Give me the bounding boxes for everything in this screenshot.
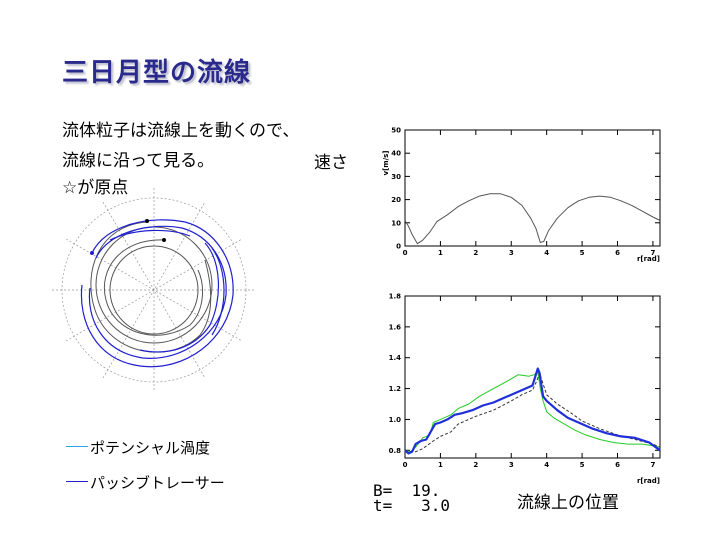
chart-0-ylabel: v[m/s] (382, 151, 390, 176)
chart-0-series-0-line (404, 193, 661, 245)
chart-1-xtick-label: 7 (650, 461, 655, 469)
chart-0-xlabel: r[rad] (637, 255, 660, 263)
parameter-readout: B= 19. t= 3.0 (373, 481, 451, 515)
speed-label: 速さ (314, 153, 348, 173)
chart-1-series-0-line (404, 371, 661, 453)
chart-1-ytick-label: 1.8 (389, 293, 402, 301)
chart-1-xtick-label: 0 (403, 461, 408, 469)
chart-1-series-2-line (404, 367, 661, 455)
intro-line-2: 流線に沿って見る。 (62, 151, 215, 171)
param-t: t= 3.0 (373, 496, 451, 515)
chart-0-ytick-label: 30 (391, 173, 401, 181)
chart-1-frame (404, 295, 661, 459)
chart-0-ytick-label: 10 (391, 219, 401, 227)
chart-1-xtick-label: 6 (615, 461, 620, 469)
chart-0-xtick-label: 6 (615, 249, 620, 257)
legend-tracer-swatch (66, 481, 88, 482)
chart-0-ytick-label: 0 (396, 243, 401, 251)
chart-1-ytick-label: 0.8 (389, 447, 402, 455)
chart-1-xtick-label: 3 (509, 461, 514, 469)
chart-1-ytick-label: 1.6 (389, 323, 402, 331)
chart-0-ytick-label: 20 (391, 196, 401, 204)
chart-1-xtick-label: 5 (580, 461, 585, 469)
chart-0-xtick-label: 0 (403, 249, 408, 257)
bottom-caption: 流線上の位置 (517, 493, 619, 513)
legend-pv-swatch (66, 446, 88, 447)
chart-1-xtick-label: 2 (473, 461, 478, 469)
chart-0-xtick-label: 3 (509, 249, 514, 257)
slide-title: 三日月型の流線 (62, 58, 252, 88)
chart-1-ytick-label: 1.2 (389, 385, 402, 393)
chart-0-xtick-label: 7 (650, 249, 655, 257)
chart-0-frame (404, 129, 661, 247)
chart-0-xtick-label: 1 (438, 249, 443, 257)
chart-1-ytick-label: 1.4 (389, 354, 402, 362)
chart-1-series-1-line (405, 372, 661, 453)
chart-0-xtick-label: 2 (473, 249, 478, 257)
param-b: B= 19. (373, 481, 441, 500)
chart-0-ytick-label: 50 (391, 127, 401, 135)
intro-line-1: 流体粒子は流線上を動くので、 (62, 121, 300, 141)
chart-0-xtick-label: 4 (544, 249, 549, 257)
legend-pv-label: ポテンシャル渦度 (90, 439, 211, 457)
legend-tracer-label: パッシブトレーサー (90, 474, 225, 492)
chart-1-ytick-label: 1.0 (389, 416, 402, 424)
chart-1-xtick-label: 1 (438, 461, 443, 469)
chart-0-xtick-label: 5 (580, 249, 585, 257)
chart-1-xlabel: r[rad] (637, 477, 660, 485)
chart-1-xtick-label: 4 (544, 461, 549, 469)
chart-0-ytick-label: 40 (391, 150, 401, 158)
origin-note: ☆が原点 (62, 178, 129, 198)
